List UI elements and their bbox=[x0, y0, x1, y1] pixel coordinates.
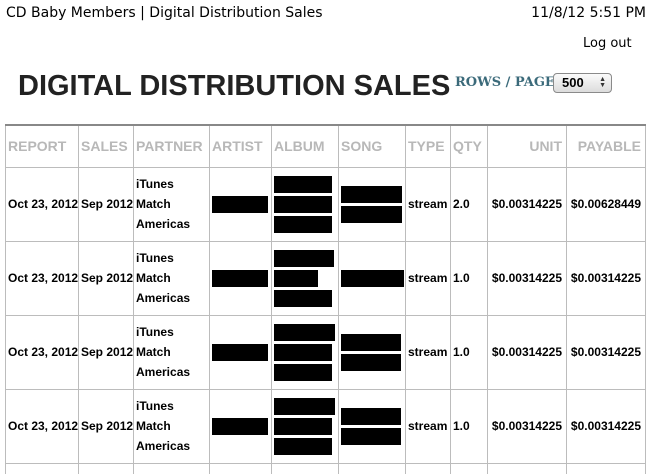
rows-per-page-select[interactable]: 500 ▲ ▼ bbox=[553, 73, 612, 93]
redaction-bar bbox=[274, 363, 332, 381]
column-header-payable[interactable]: PAYABLE bbox=[566, 124, 646, 168]
redaction-bar bbox=[274, 249, 334, 267]
page-title: DIGITAL DISTRIBUTION SALES bbox=[18, 70, 451, 102]
cell-type: stream bbox=[405, 166, 451, 242]
cell-payable: $0.00314225 bbox=[566, 314, 646, 390]
redaction-bar bbox=[274, 323, 335, 341]
cell-artist-redacted bbox=[209, 166, 272, 242]
cell-partner: iTunes Match Americas bbox=[133, 314, 210, 390]
cell-payable: $0.00314225 bbox=[566, 240, 646, 316]
table-row: Oct 23, 2012 Sep 2012 iTunes Match Ameri… bbox=[5, 388, 646, 464]
redaction-bar bbox=[212, 417, 268, 435]
column-header-type[interactable]: TYPE bbox=[405, 124, 451, 168]
cell-qty: 2.0 bbox=[450, 166, 488, 242]
logout-link[interactable]: Log out bbox=[583, 36, 632, 51]
column-header-qty[interactable]: QTY bbox=[450, 124, 488, 168]
redaction-bar bbox=[274, 289, 332, 307]
cell-qty: 1.0 bbox=[450, 240, 488, 316]
cell-song-redacted bbox=[338, 388, 406, 464]
cell-payable: $0.00628449 bbox=[566, 166, 646, 242]
cell-album-redacted bbox=[271, 388, 339, 464]
rows-per-page-value: 500 bbox=[562, 75, 584, 90]
column-header-unit[interactable]: UNIT bbox=[487, 124, 567, 168]
cell-qty: 1.0 bbox=[450, 314, 488, 390]
cell-unit: $0.00314225 bbox=[487, 240, 567, 316]
cell-album-redacted bbox=[271, 240, 339, 316]
cell-album-redacted bbox=[271, 314, 339, 390]
print-header: CD Baby Members | Digital Distribution S… bbox=[6, 5, 646, 23]
redaction-bar bbox=[274, 437, 332, 455]
column-header-sales[interactable]: SALES bbox=[78, 124, 134, 168]
cell-partner: iTunes Match Americas bbox=[133, 240, 210, 316]
column-header-partner[interactable]: PARTNER bbox=[133, 124, 210, 168]
cell-sales-period: Sep 2012 bbox=[78, 314, 134, 390]
table-row: Oct 23, 2012 Sep 2012 iTunes Match Ameri… bbox=[5, 240, 646, 316]
cell-report-date: Oct 23, 2012 bbox=[5, 314, 79, 390]
cell-song-redacted bbox=[338, 166, 406, 242]
redaction-bar bbox=[341, 333, 401, 351]
cell-report-date: Oct 23, 2012 bbox=[5, 388, 79, 464]
cell-artist-redacted bbox=[209, 240, 272, 316]
redaction-bar bbox=[274, 175, 332, 193]
redaction-bar bbox=[274, 343, 332, 361]
cell-unit: $0.00314225 bbox=[487, 388, 567, 464]
column-header-report[interactable]: REPORT bbox=[5, 124, 79, 168]
rows-per-page-label: ROWS / PAGE bbox=[455, 75, 555, 90]
cell-unit: $0.00314225 bbox=[487, 166, 567, 242]
cell-payable: $0.00314225 bbox=[566, 388, 646, 464]
select-arrows-icon: ▲ ▼ bbox=[599, 76, 606, 89]
cell-sales-period: Sep 2012 bbox=[78, 388, 134, 464]
cell-sales-period: Sep 2012 bbox=[78, 166, 134, 242]
redaction-bar bbox=[212, 343, 268, 361]
cell-album-redacted bbox=[271, 166, 339, 242]
print-header-title: CD Baby Members | Digital Distribution S… bbox=[6, 5, 323, 21]
cell-qty: 1.0 bbox=[450, 388, 488, 464]
redaction-bar bbox=[341, 407, 401, 425]
cell-partner: iTunes Match Americas bbox=[133, 388, 210, 464]
column-header-album[interactable]: ALBUM bbox=[271, 124, 339, 168]
table-header-row: REPORT SALES PARTNER ARTIST ALBUM SONG T… bbox=[5, 124, 646, 168]
redaction-bar bbox=[341, 353, 401, 371]
table-row-partial bbox=[5, 462, 646, 474]
redaction-bar bbox=[274, 397, 335, 415]
print-header-datetime: 11/8/12 5:51 PM bbox=[531, 5, 646, 21]
cell-artist-redacted bbox=[209, 314, 272, 390]
cell-report-date: Oct 23, 2012 bbox=[5, 240, 79, 316]
redaction-bar bbox=[274, 269, 318, 287]
cell-unit: $0.00314225 bbox=[487, 314, 567, 390]
cell-song-redacted bbox=[338, 314, 406, 390]
cell-report-date: Oct 23, 2012 bbox=[5, 166, 79, 242]
redaction-bar bbox=[341, 427, 401, 445]
redaction-bar bbox=[212, 195, 268, 213]
redaction-bar bbox=[274, 195, 332, 213]
cell-partner: iTunes Match Americas bbox=[133, 166, 210, 242]
table-row: Oct 23, 2012 Sep 2012 iTunes Match Ameri… bbox=[5, 166, 646, 242]
cell-type: stream bbox=[405, 388, 451, 464]
redaction-bar bbox=[274, 215, 332, 233]
cell-sales-period: Sep 2012 bbox=[78, 240, 134, 316]
table-row: Oct 23, 2012 Sep 2012 iTunes Match Ameri… bbox=[5, 314, 646, 390]
redaction-bar bbox=[341, 185, 402, 203]
sales-table: REPORT SALES PARTNER ARTIST ALBUM SONG T… bbox=[5, 124, 646, 474]
redaction-bar bbox=[274, 417, 332, 435]
cell-type: stream bbox=[405, 314, 451, 390]
cell-song-redacted bbox=[338, 240, 406, 316]
column-header-artist[interactable]: ARTIST bbox=[209, 124, 272, 168]
redaction-bar bbox=[341, 269, 404, 287]
column-header-song[interactable]: SONG bbox=[338, 124, 406, 168]
cell-artist-redacted bbox=[209, 388, 272, 464]
redaction-bar bbox=[341, 205, 402, 223]
redaction-bar bbox=[212, 269, 268, 287]
cell-type: stream bbox=[405, 240, 451, 316]
